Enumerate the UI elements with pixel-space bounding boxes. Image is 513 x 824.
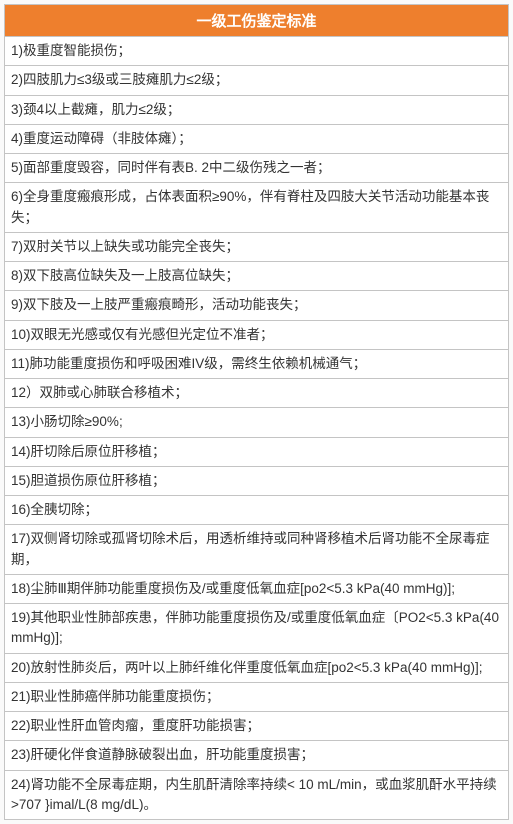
table-row: 5)面部重度毁容，同时伴有表B. 2中二级伤残之一者；: [4, 154, 509, 183]
table-row: 10)双眼无光感或仅有光感但光定位不准者；: [4, 321, 509, 350]
table-row: 4)重度运动障碍（非肢体瘫）；: [4, 125, 509, 154]
table-row: 15)胆道损伤原位肝移植；: [4, 467, 509, 496]
table-body: 1)极重度智能损伤；2)四肢肌力≤3级或三肢瘫肌力≤2级；3)颈4以上截瘫，肌力…: [4, 37, 509, 820]
table-row: 18)尘肺Ⅲ期伴肺功能重度损伤及/或重度低氧血症[po2<5.3 kPa(40 …: [4, 575, 509, 604]
table-row: 8)双下肢高位缺失及一上肢高位缺失；: [4, 262, 509, 291]
table-row: 3)颈4以上截瘫，肌力≤2级；: [4, 96, 509, 125]
table-row: 19)其他职业性肺部疾患，伴肺功能重度损伤及/或重度低氧血症〔PO2<5.3 k…: [4, 604, 509, 654]
table-row: 16)全胰切除；: [4, 496, 509, 525]
table-row: 23)肝硬化伴食道静脉破裂出血，肝功能重度损害；: [4, 741, 509, 770]
table-row: 20)放射性肺炎后，两叶以上肺纤维化伴重度低氧血症[po2<5.3 kPa(40…: [4, 654, 509, 683]
table-row: 12）双肺或心肺联合移植术；: [4, 379, 509, 408]
table-row: 9)双下肢及一上肢严重瘢痕畸形，活动功能丧失；: [4, 291, 509, 320]
table-row: 1)极重度智能损伤；: [4, 37, 509, 66]
table-row: 2)四肢肌力≤3级或三肢瘫肌力≤2级；: [4, 66, 509, 95]
table-row: 13)小肠切除≥90%;: [4, 408, 509, 437]
table-row: 24)肾功能不全尿毒症期，内生肌酐清除率持续< 10 mL/min，或血浆肌酐水…: [4, 771, 509, 821]
table-header: 一级工伤鉴定标准: [4, 4, 509, 37]
table-row: 6)全身重度瘢痕形成，占体表面积≥90%，伴有脊柱及四肢大关节活动功能基本丧失；: [4, 183, 509, 233]
table-row: 14)肝切除后原位肝移植；: [4, 438, 509, 467]
table-row: 22)职业性肝血管肉瘤，重度肝功能损害；: [4, 712, 509, 741]
table-row: 17)双侧肾切除或孤肾切除术后，用透析维持或同种肾移植术后肾功能不全尿毒症期，: [4, 525, 509, 575]
table-row: 7)双肘关节以上缺失或功能完全丧失；: [4, 233, 509, 262]
injury-standards-table: 一级工伤鉴定标准 1)极重度智能损伤；2)四肢肌力≤3级或三肢瘫肌力≤2级；3)…: [4, 4, 509, 820]
table-row: 21)职业性肺癌伴肺功能重度损伤；: [4, 683, 509, 712]
table-row: 11)肺功能重度损伤和呼吸困难IV级，需终生依赖机械通气；: [4, 350, 509, 379]
